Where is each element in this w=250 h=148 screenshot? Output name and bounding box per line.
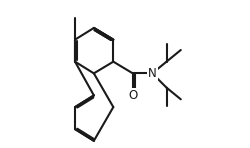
Text: N: N	[148, 67, 156, 80]
Text: O: O	[128, 89, 138, 102]
